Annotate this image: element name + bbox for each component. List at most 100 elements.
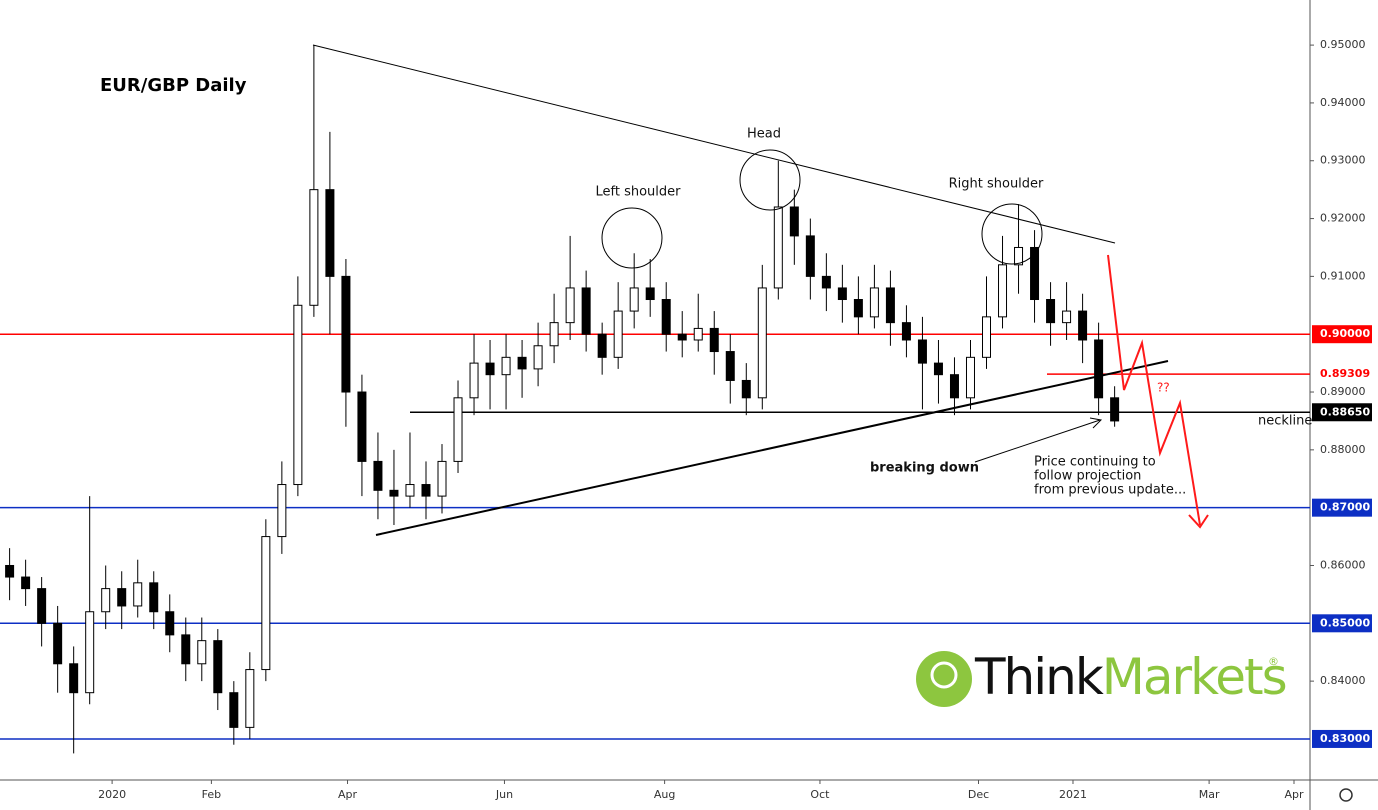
trend-line: [375, 360, 1169, 536]
candle-body: [501, 356, 511, 376]
candle-body: [53, 622, 63, 665]
candle-body: [485, 362, 495, 376]
candle-body: [837, 287, 847, 301]
candle-body: [982, 316, 992, 358]
level-label: 0.88650: [1320, 405, 1370, 418]
x-tick-label: Aug: [654, 788, 675, 801]
y-tick-label: 0.91000: [1320, 269, 1366, 282]
candle-body: [949, 374, 959, 399]
annotation: Right shoulder: [949, 177, 1044, 192]
projection: [1107, 254, 1201, 526]
candle-body: [165, 611, 175, 636]
logo: ThinkMarkets ®: [916, 648, 1288, 707]
candle-body: [453, 397, 463, 462]
level-label: 0.87000: [1320, 501, 1370, 514]
candle-body: [245, 669, 255, 728]
candle-body: [789, 206, 799, 237]
candle-body: [117, 588, 127, 607]
candle-body: [357, 391, 367, 462]
candle-body: [293, 304, 303, 486]
pointer: [974, 419, 1101, 463]
candle-body: [901, 322, 911, 341]
y-tick-label: 0.92000: [1320, 212, 1366, 225]
x-tick-label: Feb: [202, 788, 221, 801]
y-tick-label: 0.84000: [1320, 674, 1366, 687]
logo-think: Think: [974, 648, 1104, 706]
candle-body: [933, 362, 943, 376]
candle-body: [405, 484, 415, 497]
y-tick-label: 0.89000: [1320, 385, 1366, 398]
candle-body: [998, 264, 1008, 318]
candle-body: [229, 692, 239, 728]
x-tick-label: Apr: [338, 788, 358, 801]
candle-body: [37, 588, 47, 624]
candle-body: [757, 287, 767, 399]
level-label: 0.89309: [1320, 367, 1370, 380]
candle-body: [5, 564, 15, 578]
level-box: [1312, 403, 1372, 422]
annotation: breaking down: [870, 461, 979, 476]
candle-body: [325, 189, 335, 277]
candle-body: [549, 322, 559, 347]
settings-icon[interactable]: [1339, 788, 1353, 802]
arrow-head: [1089, 417, 1103, 429]
candle-body: [277, 484, 287, 538]
candle-body: [581, 287, 591, 335]
candle-body: [373, 460, 383, 491]
x-tick-label: 2021: [1059, 788, 1087, 801]
candle-body: [613, 310, 623, 358]
level-box: [1312, 614, 1372, 633]
level-box: [1312, 325, 1372, 344]
candle-body: [437, 460, 447, 497]
y-tick-label: 0.88000: [1320, 443, 1366, 456]
candle-body: [133, 582, 143, 607]
logo-icon: [916, 651, 972, 707]
candle-body: [853, 299, 863, 318]
candle-body: [1014, 246, 1024, 266]
candle-body: [629, 287, 639, 312]
candle-body: [741, 379, 751, 399]
candle-body: [1110, 397, 1120, 422]
candle-body: [421, 484, 431, 497]
candle-body: [709, 327, 719, 353]
candle-body: [1046, 299, 1056, 324]
candle-body: [661, 299, 671, 335]
trend-line: [312, 44, 1116, 244]
plot-area: [0, 45, 1310, 754]
y-tick-label: 0.94000: [1320, 96, 1366, 109]
candle-body: [1030, 246, 1040, 301]
candle-body: [869, 287, 879, 318]
logo-text: ThinkMarkets: [974, 648, 1286, 706]
candle-body: [261, 536, 271, 671]
candle-body: [469, 362, 479, 399]
candle-body: [533, 345, 543, 370]
candle-body: [597, 333, 607, 358]
candle-body: [69, 663, 79, 694]
candle-body: [517, 356, 527, 370]
x-tick-label: Dec: [968, 788, 989, 801]
logo-markets: Markets: [1102, 648, 1286, 706]
candle-body: [85, 611, 95, 694]
circle: [601, 207, 663, 269]
candle-body: [917, 339, 927, 364]
candle-body: [645, 287, 655, 301]
candle-body: [181, 634, 191, 665]
annotation: Head: [747, 127, 781, 142]
annotation: follow projection: [1034, 469, 1141, 484]
level-label: 0.85000: [1320, 616, 1370, 629]
y-tick-label: 0.95000: [1320, 38, 1366, 51]
circle: [981, 203, 1043, 265]
candle-body: [197, 640, 207, 665]
candle-body: [21, 576, 31, 590]
x-tick-label: Jun: [495, 788, 513, 801]
candle-body: [1094, 339, 1104, 399]
chart-title: EUR/GBP Daily: [100, 75, 247, 96]
arrow-head: [1188, 514, 1209, 529]
candle-body: [677, 333, 687, 341]
candle-body: [773, 206, 783, 289]
level-box: [1312, 729, 1372, 748]
candle-body: [309, 189, 319, 306]
candle-body: [149, 582, 159, 613]
